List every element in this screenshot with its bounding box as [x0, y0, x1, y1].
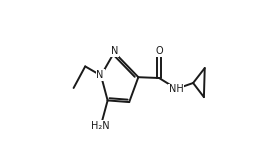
- Text: NH: NH: [169, 84, 184, 94]
- Text: N: N: [111, 46, 118, 56]
- Text: H₂N: H₂N: [91, 121, 110, 131]
- Text: O: O: [155, 46, 163, 56]
- Text: N: N: [97, 70, 104, 80]
